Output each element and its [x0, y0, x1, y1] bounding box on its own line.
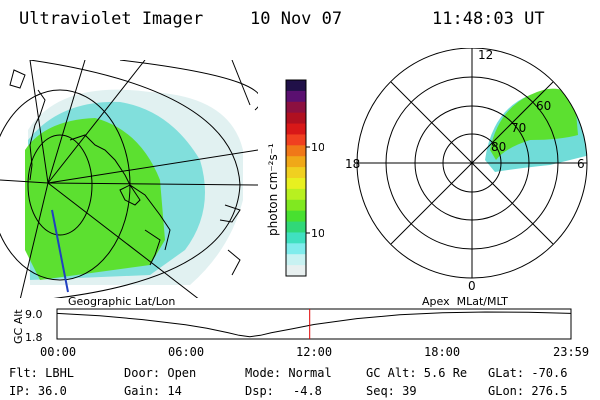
lon-line	[19, 182, 49, 298]
mlt-label-18: 18	[345, 157, 360, 171]
glon-label: GLon: 276.5	[488, 384, 568, 398]
satellite-track	[51, 209, 69, 293]
colorbar-tick-label: 100	[311, 141, 324, 154]
polar-mlt-plot: 12 18 6 0 80 70 60	[345, 48, 588, 293]
colorbar-cell	[286, 210, 306, 223]
colorbar-cell	[286, 254, 306, 266]
coastline	[9, 69, 26, 89]
filter-label: Flt: LBHL	[9, 366, 75, 380]
mlat-label-80: 80	[491, 140, 506, 154]
colorbar-cell	[286, 145, 306, 157]
right-map-label: Apex MLat/MLT	[422, 295, 508, 308]
altitude-series-line	[56, 311, 571, 338]
timeline-xtick: 12:00	[296, 345, 333, 359]
colorbar-cell	[286, 243, 306, 255]
colorbar: 100 10 photon cm⁻²s⁻¹	[266, 79, 324, 277]
mlat-label-60: 60	[536, 99, 551, 113]
time-label: 11:48:03 UT	[432, 9, 545, 29]
glat-label: GLat: -70.6	[488, 366, 568, 380]
lat-circle	[119, 60, 258, 111]
lon-line	[47, 60, 86, 184]
timeline-xtick: 23:59	[553, 345, 590, 359]
colorbar-cell	[286, 167, 306, 179]
colorbar-unit-label: photon cm⁻²s⁻¹	[266, 143, 280, 236]
coastline	[69, 134, 171, 251]
mode-label: Mode: Normal	[245, 366, 332, 380]
timeline-xtick: 18:00	[424, 345, 461, 359]
coastline	[119, 184, 141, 206]
date-label: 10 Nov 07	[250, 9, 343, 29]
dsp-label: Dsp:	[245, 384, 274, 398]
dsp-value: -4.8	[293, 384, 322, 398]
colorbar-tick-100: 100	[306, 141, 324, 154]
mlt-axis	[390, 81, 554, 245]
colorbar-cell	[286, 134, 306, 146]
lon-line	[47, 182, 258, 186]
timeline-ytick-min: 1.8	[25, 331, 43, 344]
mlat-label-70: 70	[511, 121, 526, 135]
colorbar-cell	[286, 199, 306, 212]
left-map-label: Geographic Lat/Lon	[68, 295, 176, 308]
gain-label: Gain: 14	[124, 384, 182, 398]
colorbar-tick-10: 10	[306, 227, 324, 240]
geographic-map	[0, 60, 258, 298]
colorbar-frame	[285, 79, 307, 277]
seq-label: Seq: 39	[366, 384, 417, 398]
colorbar-cell	[286, 232, 306, 244]
lon-line	[47, 149, 258, 184]
colorbar-cell	[286, 101, 306, 114]
colorbar-cell	[286, 188, 306, 201]
instrument-title: Ultraviolet Imager	[19, 9, 204, 29]
colorbar-cell	[286, 221, 306, 233]
door-label: Door: Open	[124, 366, 197, 380]
timeline-ylabel: GC Alt	[12, 309, 25, 344]
mlt-label-12: 12	[478, 48, 493, 62]
mlt-label-0: 0	[468, 279, 476, 293]
timeline-xtick: 00:00	[40, 345, 77, 359]
gc-alt-label: GC Alt: 5.6 Re	[366, 366, 468, 380]
lon-line	[0, 179, 49, 184]
colorbar-cell	[286, 123, 306, 135]
coastline	[29, 89, 46, 181]
coastline	[219, 204, 241, 223]
mlt-label-6: 6	[577, 157, 585, 171]
map-edge	[231, 60, 251, 106]
ip-label: IP: 36.0	[9, 384, 67, 398]
aurora-green-region	[25, 118, 165, 280]
colorbar-cell	[286, 112, 306, 125]
colorbar-cell	[286, 265, 306, 277]
coastline	[144, 229, 161, 266]
lon-line	[47, 60, 146, 184]
colorbar-tick-label: 10	[311, 227, 324, 240]
lon-line	[47, 182, 201, 298]
colorbar-cell	[286, 80, 306, 92]
timeline-ytick-max: 9.0	[25, 308, 43, 321]
colorbar-cell	[286, 178, 306, 190]
aurora-green-region	[490, 88, 578, 160]
colorbar-cell	[286, 156, 306, 168]
coastline	[227, 249, 241, 276]
altitude-timeline-chart: GC Alt 9.0 1.8	[12, 308, 572, 344]
timeline-xtick: 06:00	[168, 345, 205, 359]
lon-line	[29, 60, 49, 184]
timeline-frame	[56, 308, 572, 340]
lat-circle	[27, 134, 93, 236]
colorbar-cell	[286, 90, 306, 103]
